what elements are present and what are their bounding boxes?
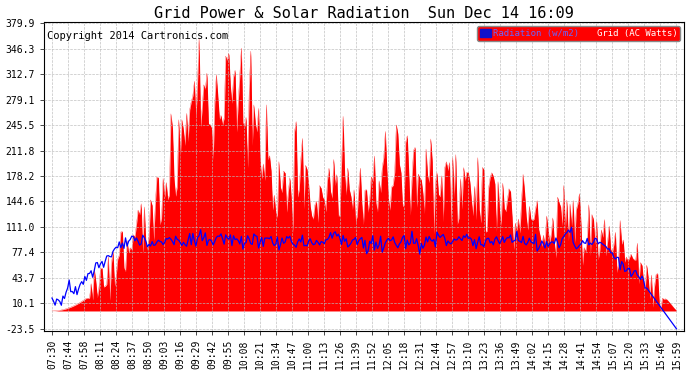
Text: Copyright 2014 Cartronics.com: Copyright 2014 Cartronics.com	[47, 31, 228, 41]
Title: Grid Power & Solar Radiation  Sun Dec 14 16:09: Grid Power & Solar Radiation Sun Dec 14 …	[155, 6, 574, 21]
Legend: Radiation (w/m2), Grid (AC Watts): Radiation (w/m2), Grid (AC Watts)	[477, 26, 680, 40]
